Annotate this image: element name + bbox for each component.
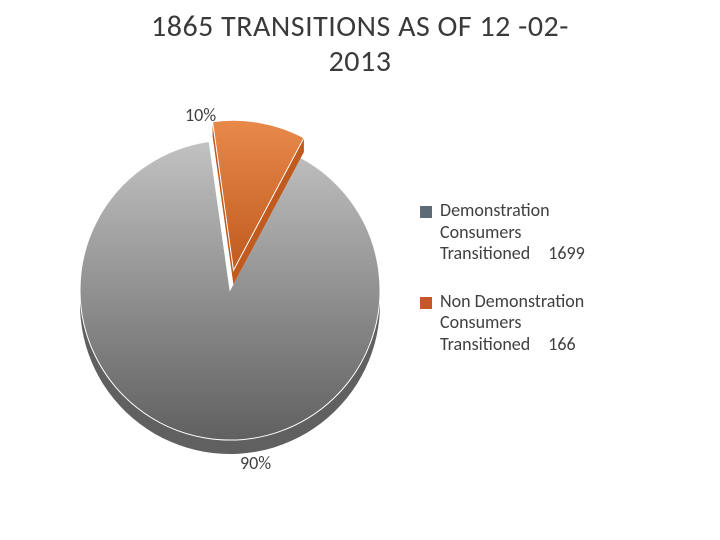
legend-swatch: [420, 297, 432, 309]
legend-text: DemonstrationConsumersTransitioned1699: [440, 200, 710, 265]
title-text: 1865 TRANSITIONS AS OF 12 -02-2013: [151, 8, 569, 80]
legend-swatch: [420, 206, 432, 218]
slide: 1865 TRANSITIONS AS OF 12 -02-2013 10%90…: [0, 0, 720, 540]
legend-entry: DemonstrationConsumersTransitioned1699: [420, 200, 710, 265]
pct-label: 90%: [240, 452, 271, 474]
pie-svg: [70, 110, 390, 470]
slide-title: 1865 TRANSITIONS AS OF 12 -02-2013: [0, 10, 720, 79]
pct-label: 10%: [185, 104, 216, 126]
legend-entry: Non DemonstrationConsumersTransitioned16…: [420, 291, 710, 356]
legend: DemonstrationConsumersTransitioned1699 No…: [420, 200, 710, 382]
pie-chart: 10%90%: [70, 110, 390, 450]
legend-text: Non DemonstrationConsumersTransitioned16…: [440, 291, 710, 356]
